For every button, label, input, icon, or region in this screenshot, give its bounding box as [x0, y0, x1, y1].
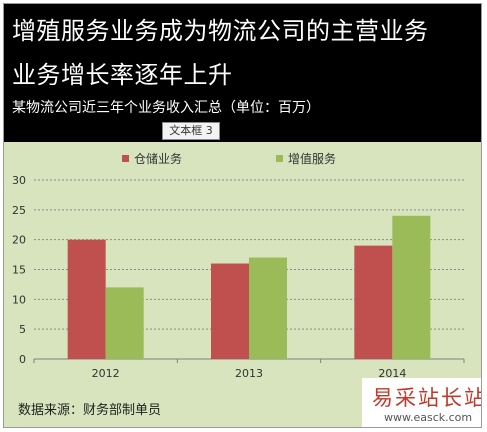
bar-warehouse-2014: [354, 245, 393, 359]
legend-label-value-added: 增值服务: [288, 152, 337, 166]
y-tick-label: 30: [12, 174, 26, 187]
bar-value-added-2014: [392, 215, 431, 359]
legend-swatch-warehouse: [122, 155, 129, 162]
y-tick-label: 25: [12, 204, 26, 217]
legend-label-warehouse: 仓储业务: [134, 152, 183, 166]
chart-title-line-2: 业务增长率逐年上升: [12, 61, 233, 89]
bar-warehouse-2012: [67, 239, 106, 359]
bar-value-added-2012: [105, 287, 144, 359]
legend-item-warehouse: 仓储业务: [122, 150, 182, 168]
watermark-text: 易采站长站: [372, 386, 482, 410]
chart-subtitle: 某物流公司近三年个业务收入汇总（单位：百万）: [12, 100, 320, 116]
legend-swatch-value-added: [276, 155, 283, 162]
bar-value-added-2013: [249, 257, 287, 359]
textbox-label-tag[interactable]: 文本框 3: [162, 122, 220, 140]
watermark-url: www.easck.com: [384, 411, 473, 424]
bar-warehouse-2013: [211, 263, 249, 359]
chart-title-line-1: 增殖服务业务成为物流公司的主营业务: [12, 17, 429, 45]
watermark-logo: 易采站长站 www.easck.com: [362, 378, 482, 427]
y-tick-label: 0: [19, 353, 26, 366]
y-tick-label: 5: [19, 323, 26, 336]
y-tick-label: 10: [12, 293, 26, 306]
x-tick-label: 2013: [235, 367, 263, 380]
legend-item-value-added: 增值服务: [276, 150, 336, 168]
chart-header: 增殖服务业务成为物流公司的主营业务 业务增长率逐年上升 某物流公司近三年个业务收…: [4, 4, 481, 142]
data-source-note: 数据来源：财务部制单员: [18, 403, 162, 418]
y-tick-label: 20: [12, 234, 26, 247]
legend: 仓储业务 增值服务: [4, 150, 481, 168]
x-tick-label: 2012: [92, 367, 120, 380]
bar-chart: 0 5 10 15 20 25 30 2012 2013 2014: [12, 174, 465, 380]
x-tick-label: 2014: [378, 367, 406, 380]
chart-frame: 增殖服务业务成为物流公司的主营业务 业务增长率逐年上升 某物流公司近三年个业务收…: [3, 3, 482, 428]
y-tick-label: 15: [12, 264, 26, 277]
